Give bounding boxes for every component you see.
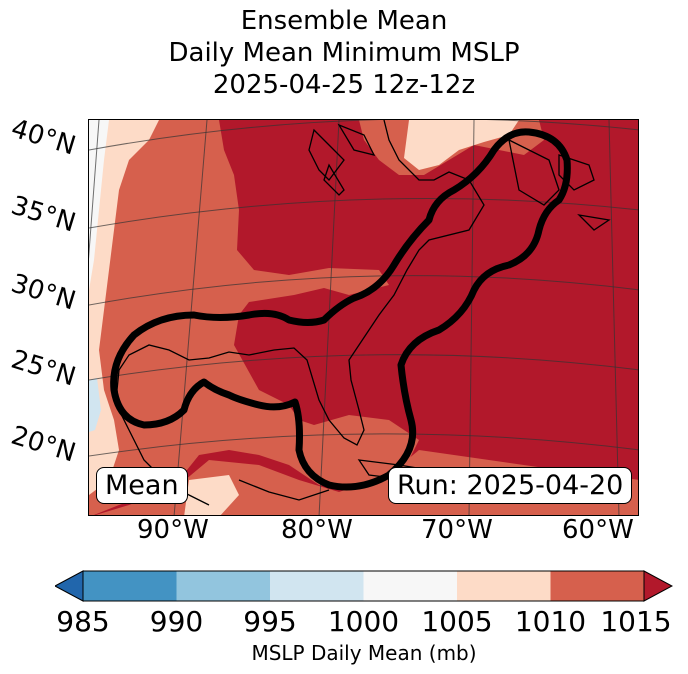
lat-label-35: 35°N xyxy=(7,190,80,239)
colorbar-bin-985-990 xyxy=(83,571,177,601)
colorbar-bin-995-1000 xyxy=(270,571,364,601)
colorbar-tick-995: 995 xyxy=(243,605,297,638)
field-1005-1010-south xyxy=(184,475,239,515)
field-1000-1005-west xyxy=(89,120,109,290)
colorbar-over-arrow xyxy=(643,570,673,602)
map-panel xyxy=(88,119,639,516)
lon-label-60w: 60°W xyxy=(562,515,634,545)
colorbar-frame xyxy=(82,570,645,602)
colorbar-tick-1010: 1010 xyxy=(514,605,587,638)
field-1005-1010-west xyxy=(89,120,159,495)
colorbar-under-arrow xyxy=(55,570,84,602)
title-line-1: Ensemble Mean xyxy=(240,6,448,36)
lat-label-20: 20°N xyxy=(7,420,80,469)
lat-label-25: 25°N xyxy=(7,344,80,393)
colorbar-tick-990: 990 xyxy=(149,605,204,638)
colorbar-tick-985: 985 xyxy=(56,605,110,638)
lat-label-40: 40°N xyxy=(7,113,80,162)
field-995-1000-west xyxy=(89,378,101,432)
lon-label-90w: 90°W xyxy=(137,515,209,545)
mean-label: Mean xyxy=(96,467,188,504)
lat-label-30: 30°N xyxy=(7,268,80,317)
run-date-label: Run: 2025-04-20 xyxy=(388,467,633,504)
colorbar xyxy=(55,570,673,602)
colorbar-tick-1000: 1000 xyxy=(327,605,400,638)
colorbar-tick-1005: 1005 xyxy=(421,605,493,638)
field-1005-1010-northeast xyxy=(404,120,519,170)
colorbar-label: MSLP Daily Mean (mb) xyxy=(251,641,477,665)
title-line-3: 2025-04-25 12z-12z xyxy=(212,70,476,100)
colorbar-bin-990-995 xyxy=(176,571,270,601)
colorbar-tick-1015: 1015 xyxy=(600,605,672,638)
mslp-field xyxy=(89,120,638,515)
colorbar-bin-1005-1010 xyxy=(457,571,551,601)
coastlines xyxy=(116,120,611,506)
lon-label-80w: 80°W xyxy=(281,515,353,545)
colorbar-bin-1010-1015 xyxy=(550,571,644,601)
mean-contour xyxy=(110,128,571,491)
title-line-2: Daily Mean Minimum MSLP xyxy=(168,38,520,68)
lon-label-70w: 70°W xyxy=(421,515,493,545)
colorbar-bin-1000-1005 xyxy=(363,571,457,601)
